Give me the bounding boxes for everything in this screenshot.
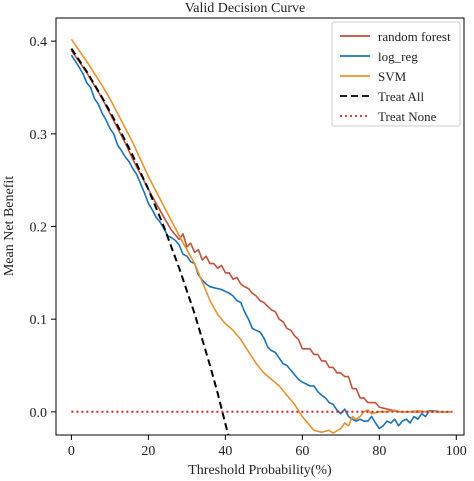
series-line-log-reg [70,54,453,430]
x-tick-label: 40 [218,444,232,459]
x-axis-label: Threshold Probability(%) [188,463,332,478]
legend-label: random forest [378,29,451,44]
y-tick-label: 0.0 [30,406,48,421]
x-tick-label: 0 [68,444,75,459]
y-tick-label: 0.4 [30,35,48,50]
y-tick-label: 0.1 [30,313,48,328]
y-tick-label: 0.2 [30,221,48,236]
x-tick-label: 100 [446,444,467,459]
legend-label: Treat All [378,89,424,104]
legend: random forest log_reg SVM Treat All Treat No… [331,21,461,127]
legend-label: Treat None [378,109,437,124]
tick-layer: 0 20 40 60 80 100 0.0 0.1 0.2 0.3 0.4 [30,35,467,459]
series-line-svm [70,38,453,434]
x-tick-label: 80 [372,444,386,459]
y-tick-label: 0.3 [30,128,48,143]
chart-title: Valid Decision Curve [185,1,306,16]
series-line-treat-all [70,48,230,435]
series-line-random-forest [70,49,453,413]
legend-label: SVM [378,69,407,84]
series-layer [70,38,453,435]
legend-label: log_reg [378,49,418,64]
y-axis-label: Mean Net Benefit [2,176,17,276]
x-tick-label: 20 [141,444,155,459]
legend-box [331,21,461,127]
x-tick-label: 60 [295,444,309,459]
